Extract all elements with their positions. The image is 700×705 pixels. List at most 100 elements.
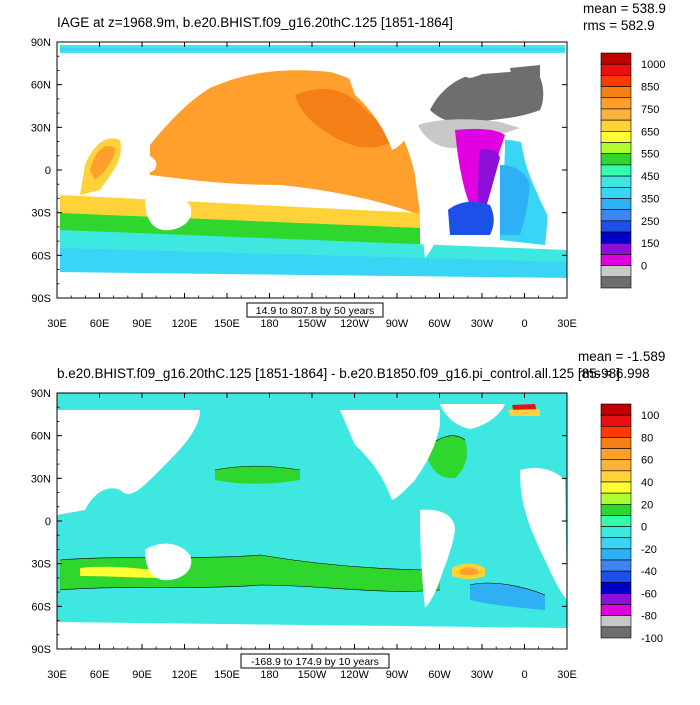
colorbar-swatch [600,175,632,188]
y-tick-label: 60N [31,431,51,443]
map-field [57,393,567,649]
rms-stat: rms = 582.9 [583,18,655,33]
colorbar-swatch [600,75,632,87]
x-tick-label: 120W [340,318,369,330]
colorbar-label: 450 [641,171,659,183]
y-tick-label: 30N [31,473,51,485]
colorbar-swatch [600,198,632,210]
colorbar-swatch [600,615,632,628]
colorbar-swatch [600,425,632,438]
anomaly-atlantic-orange [460,567,478,576]
colorbar-swatch [600,86,632,99]
y-tick-label: 60S [31,601,51,613]
colorbar-swatch [600,492,632,505]
colorbar-label: -20 [641,544,657,556]
land-maritime [128,153,157,173]
colorbar-label: 250 [641,216,659,228]
land-greenland [440,53,505,78]
colorbar-swatch [600,108,632,121]
x-tick-label: 30E [557,669,577,681]
x-tick-label: 180 [260,318,278,330]
colorbar-label: -60 [641,588,657,600]
colorbar-swatch [600,276,632,289]
colorbar-swatch [600,515,632,527]
anomaly-arctic-yellow [508,409,540,416]
x-tick-label: 30W [471,669,494,681]
anomaly-north-atlantic-green [425,435,467,479]
colorbar-swatch [600,548,632,561]
colorbar-swatch [600,437,632,449]
y-tick-label: 30S [31,208,51,220]
anomaly-north-pacific-green [215,466,300,484]
mean-stat: mean = -1.589 [578,349,665,364]
colorbar-swatch [600,593,632,605]
colorbar-swatch [600,537,632,550]
land-south-america [420,509,455,608]
x-tick-label: 30W [471,318,494,330]
colorbar-label: 60 [641,455,653,467]
land-south-america [420,159,455,258]
y-tick-label: 0 [45,165,51,177]
anomaly-south-band-yellow [80,566,170,578]
colorbar-label: 0 [641,522,647,534]
colorbar-swatch [600,403,632,416]
arctic-strip-shadow [60,48,565,51]
colorbar-swatch [600,570,632,583]
x-tick-label: 150W [298,669,327,681]
land-africa [520,118,567,250]
y-tick-label: 90N [31,37,51,49]
x-tick-label: 150E [214,318,240,330]
colorbar-swatch [600,559,632,572]
contour-info-box: 14.9 to 807.8 by 50 years [246,302,384,318]
land-africa [520,468,567,600]
colorbar-label: 750 [641,104,659,116]
colorbar-label: 350 [641,193,659,205]
x-tick-label: 90W [386,318,409,330]
colorbar-swatch [600,470,632,483]
pacific-core [295,88,395,148]
contour-info: -168.9 to 174.9 by 10 years [251,656,379,668]
colorbar-bottom: 100 80 60 40 20 0 -20 -40 -60 -80 -100 [600,403,663,645]
panel-title: IAGE at z=1968.9m, b.e20.BHIST.f09_g16.2… [57,15,453,30]
land-antarctica [57,272,567,298]
land-antarctica [57,622,567,649]
rms-stat: rms = 6.998 [578,366,650,381]
colorbar-label: 0 [641,261,647,273]
mean-stat: mean = 538.9 [583,1,666,16]
x-tick-label: 30E [47,318,67,330]
colorbar-swatch [600,448,632,461]
x-tick-label: 150E [214,669,240,681]
x-tick-label: 60W [428,669,451,681]
map-field [57,45,567,298]
land-north-america [340,53,440,150]
colorbar-swatch [600,52,632,65]
colorbar-swatch [600,604,632,617]
y-tick-label: 60N [31,80,51,92]
colorbar-swatch [600,254,632,266]
colorbar-swatch [600,142,632,155]
colorbar-swatch [600,97,632,110]
colorbar-label: 650 [641,126,659,138]
x-tick-label: 90E [132,669,152,681]
x-tick-label: 120W [340,669,369,681]
x-tick-label: 120E [172,669,198,681]
atlantic-blue [448,201,494,235]
x-tick-label: 150W [298,318,327,330]
land-north-america [340,410,440,500]
atlantic-purple [478,149,500,210]
colorbar-swatch [600,526,632,539]
anomaly-southern-blue [470,583,545,610]
land-asia [57,410,200,515]
contour-info: 14.9 to 807.8 by 50 years [256,305,375,317]
x-tick-label: 180 [260,669,278,681]
colorbar-swatch [600,220,632,233]
colorbar-swatch [600,242,632,255]
colorbar-label: 40 [641,477,653,489]
x-tick-label: 0 [521,318,527,330]
x-tick-label: 30E [557,318,577,330]
colorbar-swatch [600,63,632,76]
colorbar-swatch [600,164,632,177]
axes-bottom: 30E 60E 90E 120E 150E 180 150W 120W 90W 60W 30W 0 30… [31,388,577,681]
colorbar-label: 850 [641,82,659,94]
atlantic-east-light [500,165,530,235]
